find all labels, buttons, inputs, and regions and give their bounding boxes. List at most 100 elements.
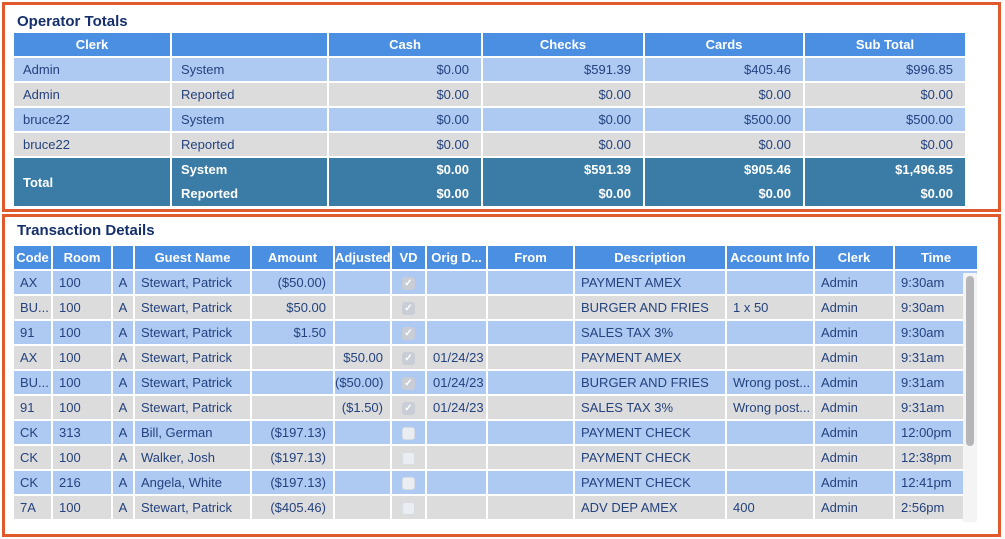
vd-cell [392, 471, 427, 496]
column-header-guest-name[interactable]: Guest Name [135, 246, 252, 271]
amount-cell: $1.50 [252, 321, 335, 346]
description-cell: SALES TAX 3% [575, 321, 727, 346]
from-cell [488, 346, 575, 371]
vd-checkbox[interactable] [402, 402, 415, 416]
guest-name-cell: Stewart, Patrick [135, 371, 252, 396]
column-header-time[interactable]: Time [895, 246, 977, 271]
column-header-adjusted[interactable]: Adjusted [335, 246, 392, 271]
operator-row[interactable]: bruce22 Reported $0.00 $0.00 $0.00 $0.00 [14, 133, 965, 158]
column-header-code[interactable]: Code [14, 246, 53, 271]
transaction-row[interactable]: 7A 100 A Stewart, Patrick ($405.46) ADV … [14, 496, 977, 521]
transaction-row[interactable]: BU... 100 A Stewart, Patrick ($50.00) 01… [14, 371, 977, 396]
vd-checkbox[interactable] [402, 277, 415, 291]
transaction-header-row: Code Room Guest Name Amount Adjusted VD … [14, 246, 977, 271]
column-header-account-info[interactable]: Account Info [727, 246, 815, 271]
room-cell: 100 [53, 346, 113, 371]
vd-cell [392, 496, 427, 521]
transaction-row[interactable]: AX 100 A Stewart, Patrick ($50.00) PAYME… [14, 271, 977, 296]
code-cell: CK [14, 446, 53, 471]
account-info-cell [727, 321, 815, 346]
type-cell: Reported [172, 133, 329, 158]
cards-cell: $500.00 [645, 108, 805, 133]
cash-cell: $0.00 [329, 108, 483, 133]
code-cell: AX [14, 346, 53, 371]
orig-date-cell: 01/24/23 [427, 371, 488, 396]
transaction-row[interactable]: CK 100 A Walker, Josh ($197.13) PAYMENT … [14, 446, 977, 471]
total-reported-type: Reported [181, 186, 239, 201]
vd-cell [392, 321, 427, 346]
transaction-row[interactable]: CK 216 A Angela, White ($197.13) PAYMENT… [14, 471, 977, 496]
total-checks-cell: $591.39 $0.00 [483, 158, 645, 208]
account-info-cell [727, 421, 815, 446]
amount-cell [252, 371, 335, 396]
total-label-cell: Total [14, 158, 172, 208]
vd-checkbox[interactable] [402, 452, 415, 466]
column-header-subtotal[interactable]: Sub Total [805, 33, 965, 58]
from-cell [488, 496, 575, 521]
column-header-from[interactable]: From [488, 246, 575, 271]
adjusted-cell [335, 421, 392, 446]
vd-checkbox[interactable] [402, 377, 415, 391]
clerk-cell: Admin [815, 321, 895, 346]
column-header-clerk[interactable]: Clerk [14, 33, 172, 58]
flag-cell: A [113, 496, 135, 521]
adjusted-cell [335, 446, 392, 471]
adjusted-cell [335, 471, 392, 496]
vd-cell [392, 371, 427, 396]
vd-checkbox[interactable] [402, 477, 415, 491]
column-header-checks[interactable]: Checks [483, 33, 645, 58]
transaction-row[interactable]: BU... 100 A Stewart, Patrick $50.00 BURG… [14, 296, 977, 321]
adjusted-cell [335, 321, 392, 346]
vd-checkbox[interactable] [402, 502, 415, 516]
transaction-row[interactable]: 91 100 A Stewart, Patrick $1.50 SALES TA… [14, 321, 977, 346]
orig-date-cell: 01/24/23 [427, 396, 488, 421]
column-header-description[interactable]: Description [575, 246, 727, 271]
account-info-cell: 400 [727, 496, 815, 521]
column-header-vd[interactable]: VD [392, 246, 427, 271]
subtotal-cell: $0.00 [805, 133, 965, 158]
account-info-cell [727, 346, 815, 371]
flag-cell: A [113, 471, 135, 496]
vd-checkbox[interactable] [402, 427, 415, 441]
adjusted-cell [335, 296, 392, 321]
clerk-cell: bruce22 [14, 133, 172, 158]
column-header-amount[interactable]: Amount [252, 246, 335, 271]
flag-cell: A [113, 371, 135, 396]
clerk-cell: Admin [815, 371, 895, 396]
operator-row[interactable]: bruce22 System $0.00 $0.00 $500.00 $500.… [14, 108, 965, 133]
guest-name-cell: Bill, German [135, 421, 252, 446]
column-header-type[interactable] [172, 33, 329, 58]
code-cell: CK [14, 471, 53, 496]
column-header-clerk[interactable]: Clerk [815, 246, 895, 271]
transaction-row[interactable]: AX 100 A Stewart, Patrick $50.00 01/24/2… [14, 346, 977, 371]
vd-checkbox[interactable] [402, 352, 415, 366]
operator-totals-table: Clerk Cash Checks Cards Sub Total Admin … [14, 33, 965, 208]
vertical-scrollbar[interactable] [963, 273, 977, 522]
vd-checkbox[interactable] [402, 327, 415, 341]
scrollbar-thumb[interactable] [966, 276, 974, 446]
clerk-cell: Admin [815, 421, 895, 446]
description-cell: PAYMENT AMEX [575, 346, 727, 371]
from-cell [488, 371, 575, 396]
transaction-row[interactable]: CK 313 A Bill, German ($197.13) PAYMENT … [14, 421, 977, 446]
subtotal-cell: $996.85 [805, 58, 965, 83]
adjusted-cell: ($50.00) [335, 371, 392, 396]
guest-name-cell: Stewart, Patrick [135, 296, 252, 321]
column-header-cash[interactable]: Cash [329, 33, 483, 58]
operator-row[interactable]: Admin System $0.00 $591.39 $405.46 $996.… [14, 58, 965, 83]
operator-row[interactable]: Admin Reported $0.00 $0.00 $0.00 $0.00 [14, 83, 965, 108]
column-header-orig-date[interactable]: Orig D... [427, 246, 488, 271]
transaction-row[interactable]: 91 100 A Stewart, Patrick ($1.50) 01/24/… [14, 396, 977, 421]
cash-cell: $0.00 [329, 58, 483, 83]
clerk-cell: Admin [815, 296, 895, 321]
vd-checkbox[interactable] [402, 302, 415, 316]
column-header-cards[interactable]: Cards [645, 33, 805, 58]
account-info-cell [727, 446, 815, 471]
column-header-flag[interactable] [113, 246, 135, 271]
clerk-cell: Admin [14, 58, 172, 83]
total-cards-cell: $905.46 $0.00 [645, 158, 805, 208]
total-reported-checks: $0.00 [598, 186, 631, 201]
flag-cell: A [113, 446, 135, 471]
column-header-room[interactable]: Room [53, 246, 113, 271]
guest-name-cell: Stewart, Patrick [135, 271, 252, 296]
